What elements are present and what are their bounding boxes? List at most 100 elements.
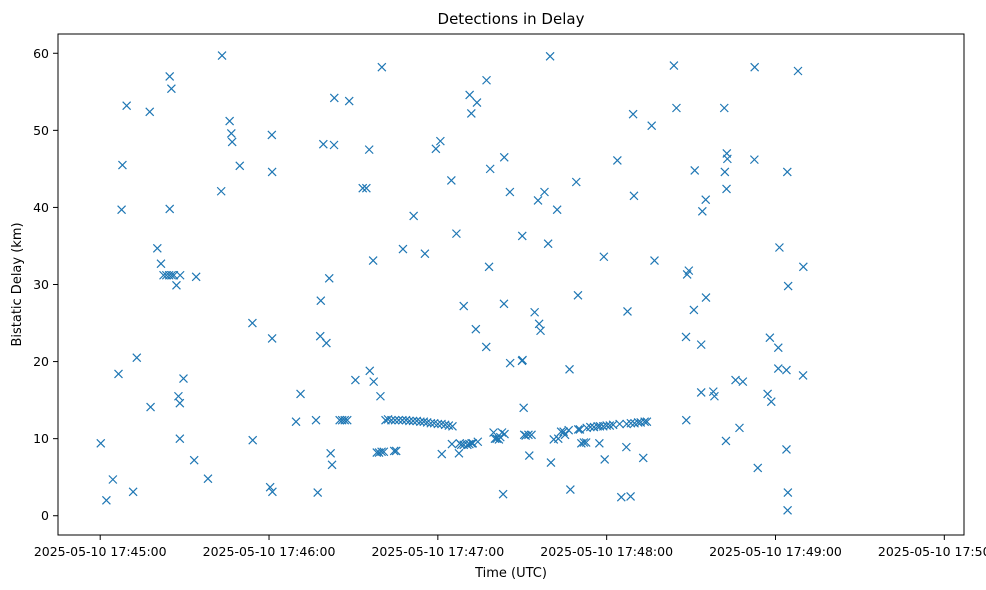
data-point (485, 164, 495, 174)
data-point (122, 101, 132, 111)
data-point (132, 353, 142, 363)
data-point (386, 415, 396, 425)
data-point (267, 487, 277, 497)
data-point (329, 93, 339, 103)
data-point (579, 438, 589, 447)
data-point (426, 418, 436, 428)
data-point (316, 296, 326, 306)
data-point (681, 332, 691, 342)
data-point (376, 391, 385, 401)
data-point (473, 437, 483, 447)
data-point (481, 342, 491, 352)
data-point (773, 343, 783, 353)
data-point (798, 262, 808, 272)
data-point (505, 358, 515, 368)
data-point (519, 403, 529, 413)
data-point (429, 418, 439, 428)
data-point (437, 419, 446, 429)
data-point (394, 415, 404, 425)
x-tick-label: 2025-05-10 17:47:00 (371, 544, 504, 559)
data-point (524, 430, 533, 440)
data-point (267, 130, 277, 140)
data-point (447, 439, 457, 449)
data-point (422, 418, 432, 427)
data-point (96, 438, 106, 448)
data-point (383, 414, 393, 424)
data-point (763, 389, 773, 399)
data-point (546, 458, 556, 467)
x-tick-label: 2025-05-10 17:50:00 (878, 544, 986, 559)
data-point (710, 391, 719, 401)
data-point (518, 355, 527, 365)
data-point (689, 305, 699, 315)
data-point (296, 389, 305, 399)
data-point (615, 419, 625, 429)
data-point (719, 103, 729, 113)
data-point (783, 505, 793, 515)
data-point (495, 432, 505, 442)
data-point (573, 290, 583, 300)
data-point (446, 176, 456, 185)
data-point (101, 495, 111, 505)
data-point (364, 145, 374, 155)
data-point (765, 333, 775, 343)
data-point (471, 324, 481, 334)
data-point (327, 460, 337, 470)
x-tick-label: 2025-05-10 17:46:00 (203, 544, 336, 559)
data-point (798, 371, 808, 380)
data-point (545, 51, 555, 61)
data-point (225, 116, 235, 126)
data-point (169, 270, 179, 280)
data-point (600, 455, 610, 464)
data-point (722, 184, 731, 194)
data-point (408, 416, 418, 426)
data-point (398, 244, 408, 254)
data-point (628, 109, 638, 119)
data-point (419, 417, 429, 427)
data-point (401, 415, 411, 425)
data-point (599, 252, 609, 262)
data-point (731, 375, 740, 385)
data-point (172, 280, 181, 290)
data-point (721, 436, 731, 446)
data-point (369, 377, 379, 387)
data-point (265, 482, 275, 492)
data-point (344, 96, 354, 106)
data-point (191, 272, 201, 282)
data-point (175, 434, 185, 444)
data-point (616, 492, 626, 502)
data-point (565, 485, 575, 494)
data-point (489, 428, 498, 437)
data-point (466, 108, 476, 118)
y-tick-label: 20 (33, 354, 49, 369)
data-point (500, 429, 509, 439)
data-point (582, 423, 592, 433)
data-points (96, 51, 808, 515)
data-point (782, 167, 792, 177)
y-tick-label: 50 (33, 123, 49, 138)
data-point (696, 387, 706, 397)
data-point (311, 415, 321, 425)
data-point (433, 419, 443, 429)
data-point (165, 204, 175, 214)
data-point (435, 136, 445, 146)
data-point (412, 416, 422, 426)
data-point (594, 438, 604, 448)
data-point (696, 340, 706, 350)
data-point (524, 451, 534, 461)
data-point (267, 334, 277, 343)
data-point (722, 154, 732, 164)
data-point (669, 61, 679, 71)
data-point (738, 377, 748, 387)
data-point (701, 195, 711, 205)
data-point (459, 301, 469, 311)
data-point (749, 155, 759, 165)
data-point (783, 488, 793, 498)
data-point (437, 449, 447, 459)
data-point (313, 488, 323, 498)
data-point (248, 435, 258, 445)
data-point (175, 270, 185, 280)
data-point (361, 183, 371, 193)
data-point (530, 307, 540, 317)
data-point (152, 243, 162, 253)
